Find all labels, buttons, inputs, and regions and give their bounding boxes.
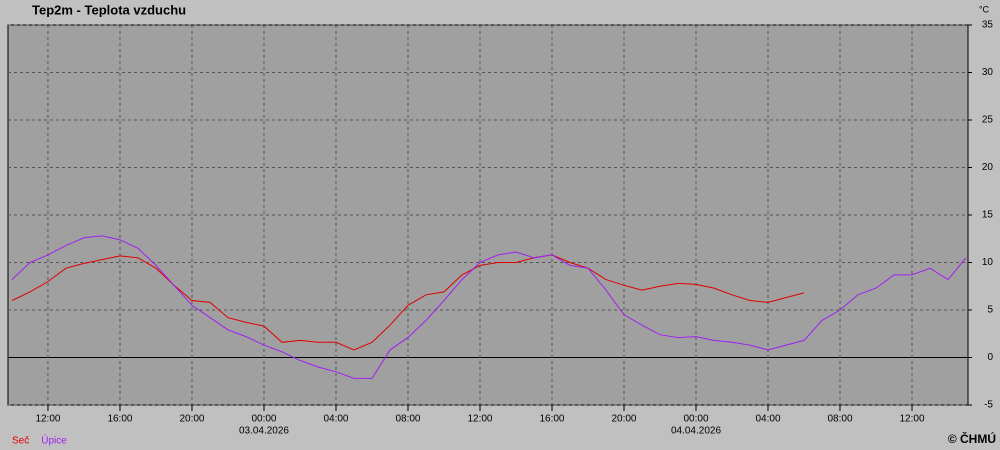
x-tick-label: 08:00 [827,414,852,425]
x-tick-label: 20:00 [179,414,204,425]
x-tick-label: 08:00 [395,414,420,425]
series-line [11,254,805,351]
y-tick-label: 15 [982,210,994,221]
x-tick-label: 00:00 [251,414,276,425]
x-tick-label: 04:00 [755,414,780,425]
y-tick-label: 5 [987,305,993,316]
x-tick-label: 16:00 [107,414,132,425]
x-tick-label: 04:00 [323,414,348,425]
y-tick-label: -5 [984,400,993,411]
x-tick-label: 00:00 [683,414,708,425]
y-tick-label: 25 [982,115,994,126]
y-tick-label: 0 [987,352,993,363]
y-tick-label: 30 [982,67,994,78]
x-tick-label: 12:00 [900,414,925,425]
y-tick-label: 35 [982,20,994,31]
series-line [11,235,967,379]
legend-entry: Úpice [41,434,67,447]
legend-entry: Seč [12,436,29,447]
y-tick-label: 10 [982,257,994,268]
x-tick-label: 20:00 [611,414,636,425]
y-unit: °C [979,4,990,14]
x-tick-label: 12:00 [35,414,60,425]
copyright: © ČHMÚ [948,431,996,446]
y-tick-label: 20 [982,162,994,173]
chart-title: Tep2m - Teplota vzduchu [32,2,186,17]
x-tick-label: 16:00 [539,414,564,425]
x-date-label: 04.04.2026 [671,426,721,437]
x-tick-label: 12:00 [467,414,492,425]
x-date-label: 03.04.2026 [239,426,289,437]
